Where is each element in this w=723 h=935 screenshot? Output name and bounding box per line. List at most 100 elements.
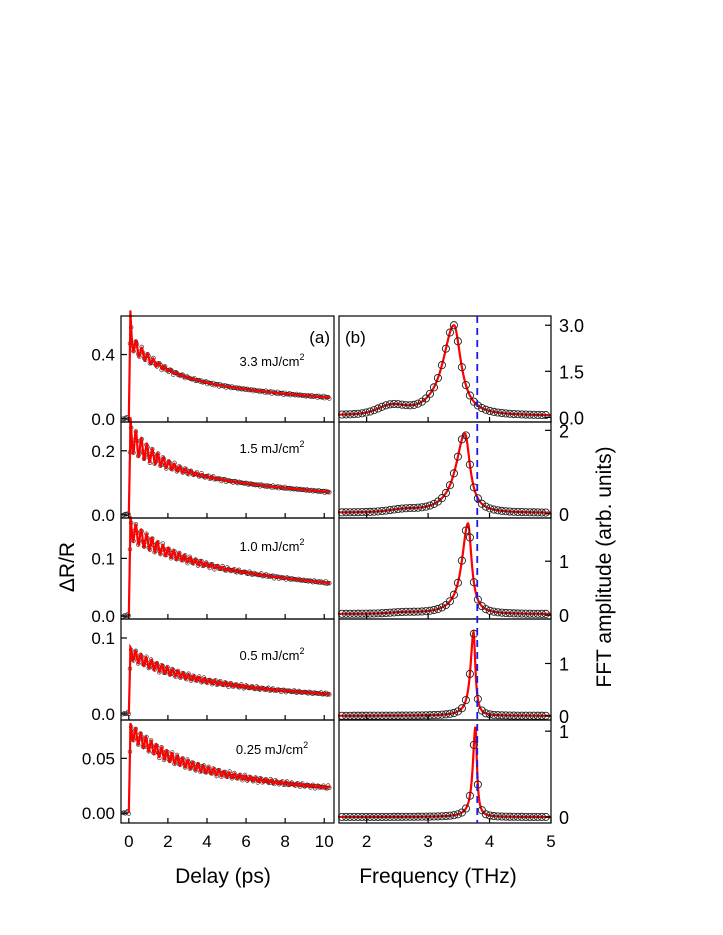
data-point [449, 321, 458, 330]
data-point [517, 812, 526, 821]
data-point [505, 507, 514, 516]
data-point [369, 812, 379, 821]
data-point [513, 410, 522, 419]
data-point [405, 812, 415, 821]
data-point [346, 410, 355, 419]
data-point [461, 431, 470, 440]
data-point [385, 400, 395, 409]
y-tick-label: 0.2 [91, 442, 115, 461]
data-point [437, 494, 446, 503]
data-point [493, 506, 502, 515]
data-point [477, 706, 486, 715]
data-point [397, 400, 407, 409]
data-point [346, 812, 355, 821]
data-point [342, 508, 351, 517]
y-tick-label: 1.5 [559, 362, 584, 382]
data-point [389, 711, 399, 720]
data-point [393, 608, 403, 617]
data-point [385, 711, 395, 720]
data-point [521, 812, 530, 821]
data-point [521, 609, 530, 618]
data-point [445, 328, 454, 337]
right-panel-2: 01 [338, 517, 569, 626]
data-point [449, 811, 458, 820]
data-point [421, 711, 431, 720]
data-point [247, 569, 252, 574]
data-point [465, 391, 474, 400]
data-point [525, 410, 534, 419]
data-point [353, 409, 363, 418]
data-point [346, 711, 355, 720]
data-point [445, 597, 454, 606]
data-point [461, 804, 470, 813]
data-point [429, 605, 438, 615]
data-point [263, 572, 269, 577]
data-point [413, 503, 423, 512]
data-point [537, 410, 546, 420]
right-frame-0 [338, 315, 552, 423]
data-point [493, 408, 502, 417]
data-point [409, 711, 419, 720]
y-tick-label: 0.4 [91, 346, 115, 365]
left-frame-1 [120, 421, 335, 519]
data-point [413, 711, 423, 720]
data-point [437, 361, 446, 370]
data-point [361, 812, 371, 821]
data-point [381, 401, 391, 410]
data-point [365, 407, 375, 416]
right-x-tick-label: 4 [485, 832, 494, 851]
y-tick-label: 0.1 [91, 549, 115, 568]
data-point [373, 404, 383, 413]
data-point [350, 508, 359, 517]
data-point [505, 812, 514, 821]
data-point [517, 711, 526, 720]
data-point [353, 609, 363, 618]
data-point [533, 812, 542, 821]
data-point [397, 812, 407, 821]
data-point [377, 402, 387, 411]
data-point [481, 709, 490, 718]
data-point [421, 502, 431, 511]
right-frame-2 [338, 517, 552, 620]
data-point [477, 403, 486, 413]
data-point [445, 481, 454, 490]
data-point [409, 503, 419, 512]
fluence-superscript: 2 [299, 352, 304, 362]
data-point [501, 507, 510, 516]
data-point [533, 508, 542, 517]
y-tick-label: 0 [559, 707, 569, 727]
data-point [342, 410, 351, 419]
data-point [409, 607, 419, 616]
data-point [437, 812, 446, 821]
data-point [541, 609, 550, 618]
data-point [361, 408, 371, 417]
data-point [465, 460, 474, 469]
data-point [497, 812, 506, 821]
fluence-text: 1.0 mJ/cm [240, 539, 300, 554]
data-point [389, 608, 399, 617]
fluence-text: 0.5 mJ/cm [240, 648, 300, 663]
data-point [517, 508, 526, 517]
data-point [437, 710, 446, 719]
data-point [449, 708, 458, 718]
data-point [393, 400, 403, 409]
data-point [353, 812, 363, 821]
fluence-superscript: 2 [299, 646, 304, 656]
data-point [365, 812, 375, 821]
right-data-points-1 [338, 431, 550, 517]
data-point [497, 506, 506, 515]
data-point [405, 607, 415, 616]
data-point [533, 609, 542, 618]
right-frame-1 [338, 421, 552, 519]
data-point [525, 812, 534, 821]
fluence-superscript: 2 [299, 439, 304, 449]
right-fit-curve-3 [339, 628, 551, 717]
left-x-tick-label: 4 [202, 832, 211, 851]
y-tick-label: 0.0 [91, 506, 115, 525]
fluence-label-3: 0.5 mJ/cm2 [240, 646, 305, 663]
data-point [525, 609, 534, 618]
data-point [437, 603, 446, 612]
data-point [433, 604, 442, 614]
fluence-superscript: 2 [303, 740, 308, 750]
